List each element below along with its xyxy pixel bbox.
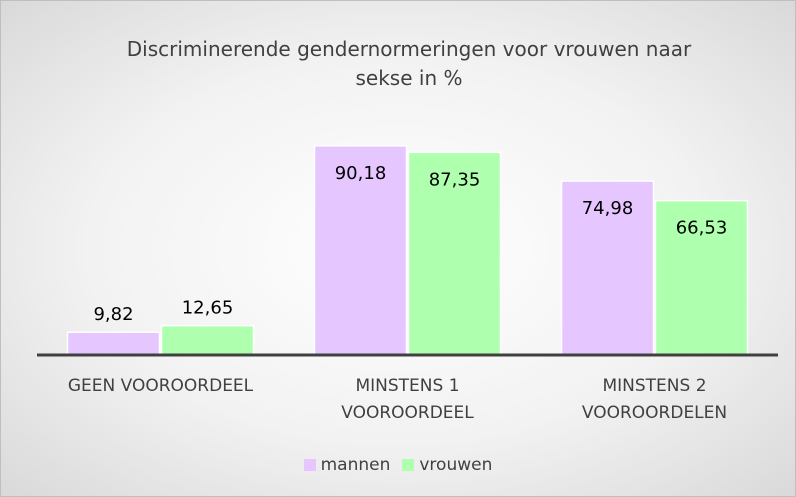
value-label: 74,98 bbox=[582, 198, 634, 219]
legend-item: mannen bbox=[303, 455, 391, 475]
x-tick-label: GEEN VOOROORDEEL bbox=[67, 376, 254, 396]
legend-swatch bbox=[303, 459, 316, 471]
x-tick-label: MINSTENS 1 VOOROORDEEL bbox=[341, 376, 474, 423]
legend-label: mannen bbox=[320, 455, 391, 475]
value-label: 12,65 bbox=[182, 298, 234, 319]
x-tick-label: MINSTENS 2 VOOROORDELEN bbox=[581, 376, 728, 423]
chart-title: Discriminerende gendernormeringen voor v… bbox=[126, 37, 692, 90]
value-label: 9,82 bbox=[93, 304, 133, 325]
legend-swatch bbox=[402, 459, 415, 471]
legend-item: vrouwen bbox=[402, 455, 492, 475]
value-label: 90,18 bbox=[335, 163, 387, 184]
bar bbox=[66, 331, 161, 356]
value-label: 87,35 bbox=[429, 169, 481, 190]
bar bbox=[407, 151, 502, 356]
bar bbox=[160, 324, 255, 356]
legend: mannen vrouwen bbox=[1, 455, 795, 476]
bar bbox=[313, 145, 408, 356]
legend-label: vrouwen bbox=[419, 455, 493, 475]
value-label: 66,53 bbox=[676, 218, 728, 239]
bar bbox=[560, 180, 655, 356]
